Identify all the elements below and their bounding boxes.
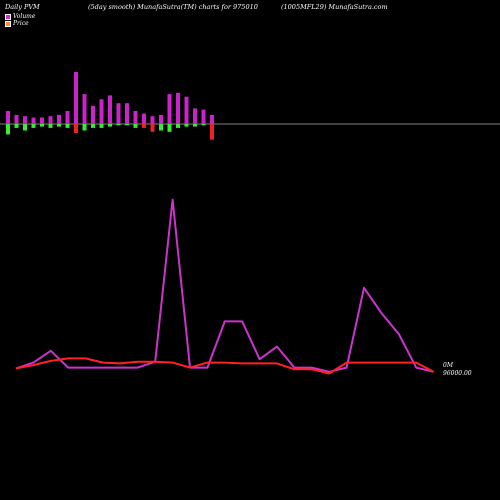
volume-bar-up bbox=[82, 94, 87, 124]
volume-bar-up bbox=[116, 103, 121, 124]
volume-bar-up bbox=[57, 114, 61, 124]
volume-bar-up bbox=[108, 95, 112, 124]
price-volume-lines bbox=[15, 198, 435, 375]
volume-bar-down bbox=[176, 124, 180, 128]
volume-bar-up bbox=[176, 92, 180, 124]
volume-bar-up bbox=[6, 111, 10, 124]
legend-price-swatch bbox=[5, 20, 11, 27]
legend-volume: Volume bbox=[5, 13, 35, 20]
volume-bar-up bbox=[48, 116, 53, 124]
legend-price: Price bbox=[5, 20, 29, 27]
volume-bar-up bbox=[201, 109, 206, 124]
price-axis-label: 96000.00 bbox=[443, 370, 472, 377]
volume-bar-up bbox=[74, 72, 78, 124]
volume-bar-down bbox=[201, 124, 206, 126]
volume-bar-up bbox=[14, 114, 19, 124]
volume-bar-down bbox=[142, 124, 146, 128]
volume-bars bbox=[6, 72, 214, 140]
volume-bar-down bbox=[99, 124, 104, 128]
chart-title-left: Daily PVM bbox=[5, 3, 40, 11]
volume-bar-up bbox=[40, 117, 44, 124]
volume-bar-down bbox=[193, 124, 197, 127]
volume-bar-down bbox=[23, 124, 27, 131]
chart-title-right: (1005MFL29) MunafaSutra.com bbox=[281, 3, 388, 11]
volume-bar-down bbox=[57, 124, 61, 127]
volume-bar-up bbox=[125, 103, 129, 124]
volume-bar-down bbox=[210, 124, 214, 140]
volume-bar-down bbox=[74, 124, 78, 134]
volume-line bbox=[15, 198, 434, 373]
volume-bar-down bbox=[108, 124, 112, 127]
volume-bar-up bbox=[31, 117, 36, 124]
volume-bar-up bbox=[193, 108, 197, 124]
volume-bar-down bbox=[133, 124, 138, 128]
volume-bar-down bbox=[91, 124, 95, 128]
volume-bar-up bbox=[159, 114, 163, 124]
volume-bar-up bbox=[65, 111, 70, 124]
volume-bar-down bbox=[40, 124, 44, 127]
volume-bar-up bbox=[99, 99, 104, 124]
volume-bar-down bbox=[159, 124, 163, 131]
volume-bar-down bbox=[184, 124, 189, 127]
volume-bar-down bbox=[82, 124, 87, 131]
legend-volume-label: Volume bbox=[13, 13, 36, 20]
volume-bar-down bbox=[116, 124, 121, 126]
volume-bar-up bbox=[142, 113, 146, 124]
legend-price-label: Price bbox=[13, 20, 29, 27]
volume-bar-up bbox=[133, 111, 138, 124]
volume-bar-down bbox=[150, 124, 155, 132]
volume-bar-down bbox=[125, 124, 129, 126]
volume-bar-down bbox=[167, 124, 172, 132]
volume-bar-down bbox=[6, 124, 10, 135]
legend-volume-swatch bbox=[5, 13, 11, 20]
volume-bar-down bbox=[48, 124, 53, 128]
volume-bar-down bbox=[31, 124, 36, 128]
volume-bar-up bbox=[23, 116, 27, 124]
volume-bar-down bbox=[14, 124, 19, 128]
volume-axis-label: 0M bbox=[443, 362, 454, 369]
volume-bar-down bbox=[65, 124, 70, 128]
volume-bar-up bbox=[150, 116, 155, 124]
volume-bar-up bbox=[184, 96, 189, 124]
price-line bbox=[15, 357, 435, 375]
chart-title-center: (5day smooth) MunafaSutra(TM) charts for… bbox=[88, 3, 258, 11]
volume-bar-up bbox=[91, 105, 95, 124]
volume-bar-up bbox=[210, 114, 214, 124]
volume-bar-up bbox=[167, 94, 172, 124]
